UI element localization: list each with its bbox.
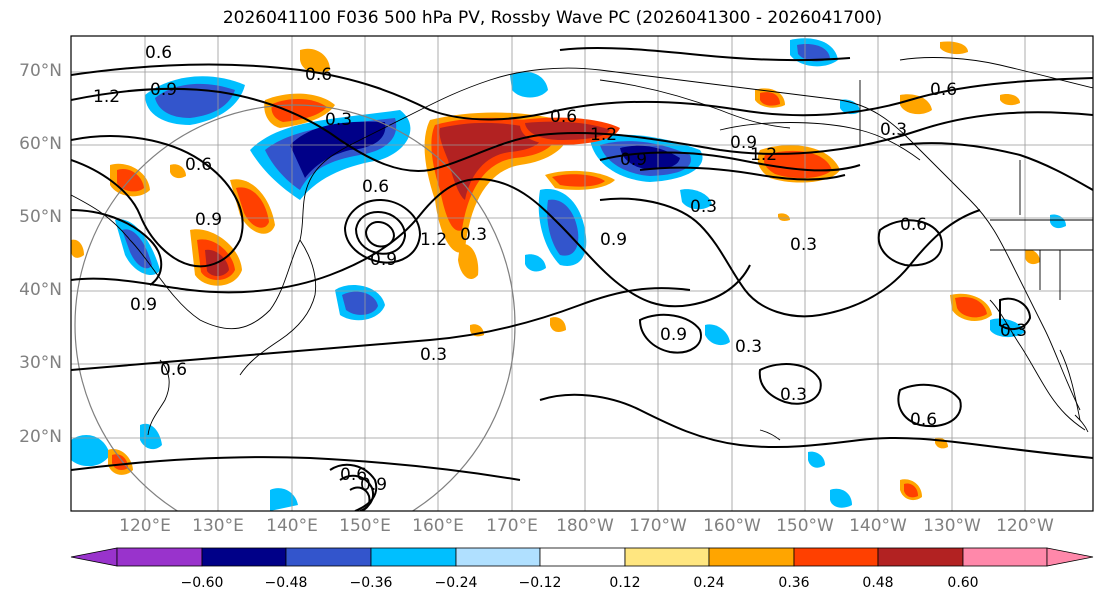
colorbar-bin — [116, 547, 203, 567]
lon-tick-label: 140°E — [266, 516, 318, 536]
lon-tick-label: 140°W — [849, 516, 907, 536]
colorbar-tick-label: −0.48 — [264, 575, 308, 591]
colorbar-bin — [201, 547, 287, 567]
plot-title: 2026041100 F036 500 hPa PV, Rossby Wave … — [222, 8, 883, 28]
colorbar-bin — [708, 547, 795, 567]
lat-tick-label: 70°N — [19, 61, 62, 81]
contour-label: 0.9 — [620, 150, 647, 170]
contour-label: 0.3 — [780, 385, 807, 405]
contour-label: 0.6 — [340, 465, 367, 485]
colorbar-bin — [539, 547, 626, 567]
contour-label: 0.6 — [910, 410, 937, 430]
contour-labels: 0.6 0.9 1.2 0.6 0.3 0.6 0.6 0.9 0.9 1.2 … — [93, 43, 1027, 495]
lat-tick-label: 20°N — [19, 427, 62, 447]
contour-label: 0.9 — [150, 80, 177, 100]
contour-label: 0.6 — [145, 43, 172, 63]
contour-label: 0.3 — [420, 345, 447, 365]
coastlines — [71, 57, 1093, 441]
pv-contours — [71, 46, 1093, 511]
contour-label: 0.6 — [900, 215, 927, 235]
contour-label: 1.2 — [750, 145, 777, 165]
colorbar-tick-label: −0.12 — [518, 575, 562, 591]
map-background — [71, 36, 1093, 511]
lat-tick-label: 60°N — [19, 134, 62, 154]
contour-label: 1.2 — [590, 125, 617, 145]
lat-tick-label: 40°N — [19, 280, 62, 300]
contour-label: 0.9 — [370, 250, 397, 270]
lon-tick-label: 120°W — [996, 516, 1054, 536]
contour-label: 0.9 — [130, 295, 157, 315]
colorbar-tick-label: 0.60 — [947, 575, 979, 591]
colorbar-bin — [962, 547, 1048, 567]
contour-label: 0.3 — [735, 337, 762, 357]
lat-tick-label: 50°N — [19, 207, 62, 227]
colorbar-tick-label: 0.12 — [609, 575, 641, 591]
lon-tick-label: 160°E — [412, 516, 464, 536]
colorbar-tick-label: −0.24 — [434, 575, 478, 591]
contour-label: 0.9 — [195, 210, 222, 230]
contour-label: 0.6 — [160, 360, 187, 380]
contour-label: 1.2 — [420, 230, 447, 250]
lon-tick-label: 160°W — [703, 516, 761, 536]
colorbar-tick-label: −0.36 — [349, 575, 393, 591]
colorbar-min-extend — [70, 547, 118, 567]
contour-label: 0.3 — [880, 120, 907, 140]
lon-tick-label: 130°E — [192, 516, 244, 536]
colorbar-tick-label: 0.24 — [693, 575, 725, 591]
contour-label: 1.2 — [93, 87, 120, 107]
contour-label: 0.3 — [460, 225, 487, 245]
lon-tick-label: 150°W — [776, 516, 834, 536]
contour-label: 0.3 — [790, 235, 817, 255]
contour-label: 0.9 — [360, 475, 387, 495]
colorbar-bin — [793, 547, 879, 567]
colorbar-bin — [624, 547, 710, 567]
lon-tick-label: 120°E — [119, 516, 171, 536]
colorbar-bin — [455, 547, 541, 567]
contour-label: 0.3 — [690, 197, 717, 217]
map-frame — [70, 35, 1094, 512]
colorbar — [70, 547, 1094, 567]
negative-anomaly-shading — [71, 38, 1066, 511]
colorbar-max-extend — [1046, 547, 1094, 567]
lon-tick-label: 130°W — [923, 516, 981, 536]
colorbar-tick-label: 0.36 — [778, 575, 810, 591]
colorbar-bin — [370, 547, 457, 567]
contour-label: 0.6 — [550, 107, 577, 127]
lon-tick-label: 150°E — [339, 516, 391, 536]
contour-label: 0.6 — [185, 155, 212, 175]
colorbar-bin — [285, 547, 372, 567]
contour-label: 0.9 — [600, 230, 627, 250]
colorbar-bin — [877, 547, 964, 567]
colorbar-tick-label: −0.60 — [180, 575, 224, 591]
contour-label: 0.9 — [660, 325, 687, 345]
contour-label: 0.3 — [1000, 321, 1027, 341]
contour-label: 0.9 — [730, 133, 757, 153]
contour-label: 0.6 — [930, 80, 957, 100]
lon-tick-label: 180°W — [556, 516, 614, 536]
colorbar-tick-label: 0.48 — [862, 575, 894, 591]
lat-tick-label: 30°N — [19, 353, 62, 373]
contour-label: 0.6 — [362, 177, 389, 197]
lon-tick-label: 170°W — [629, 516, 687, 536]
contour-label: 0.6 — [305, 65, 332, 85]
contour-label: 0.3 — [325, 110, 352, 130]
lon-tick-label: 170°E — [486, 516, 538, 536]
